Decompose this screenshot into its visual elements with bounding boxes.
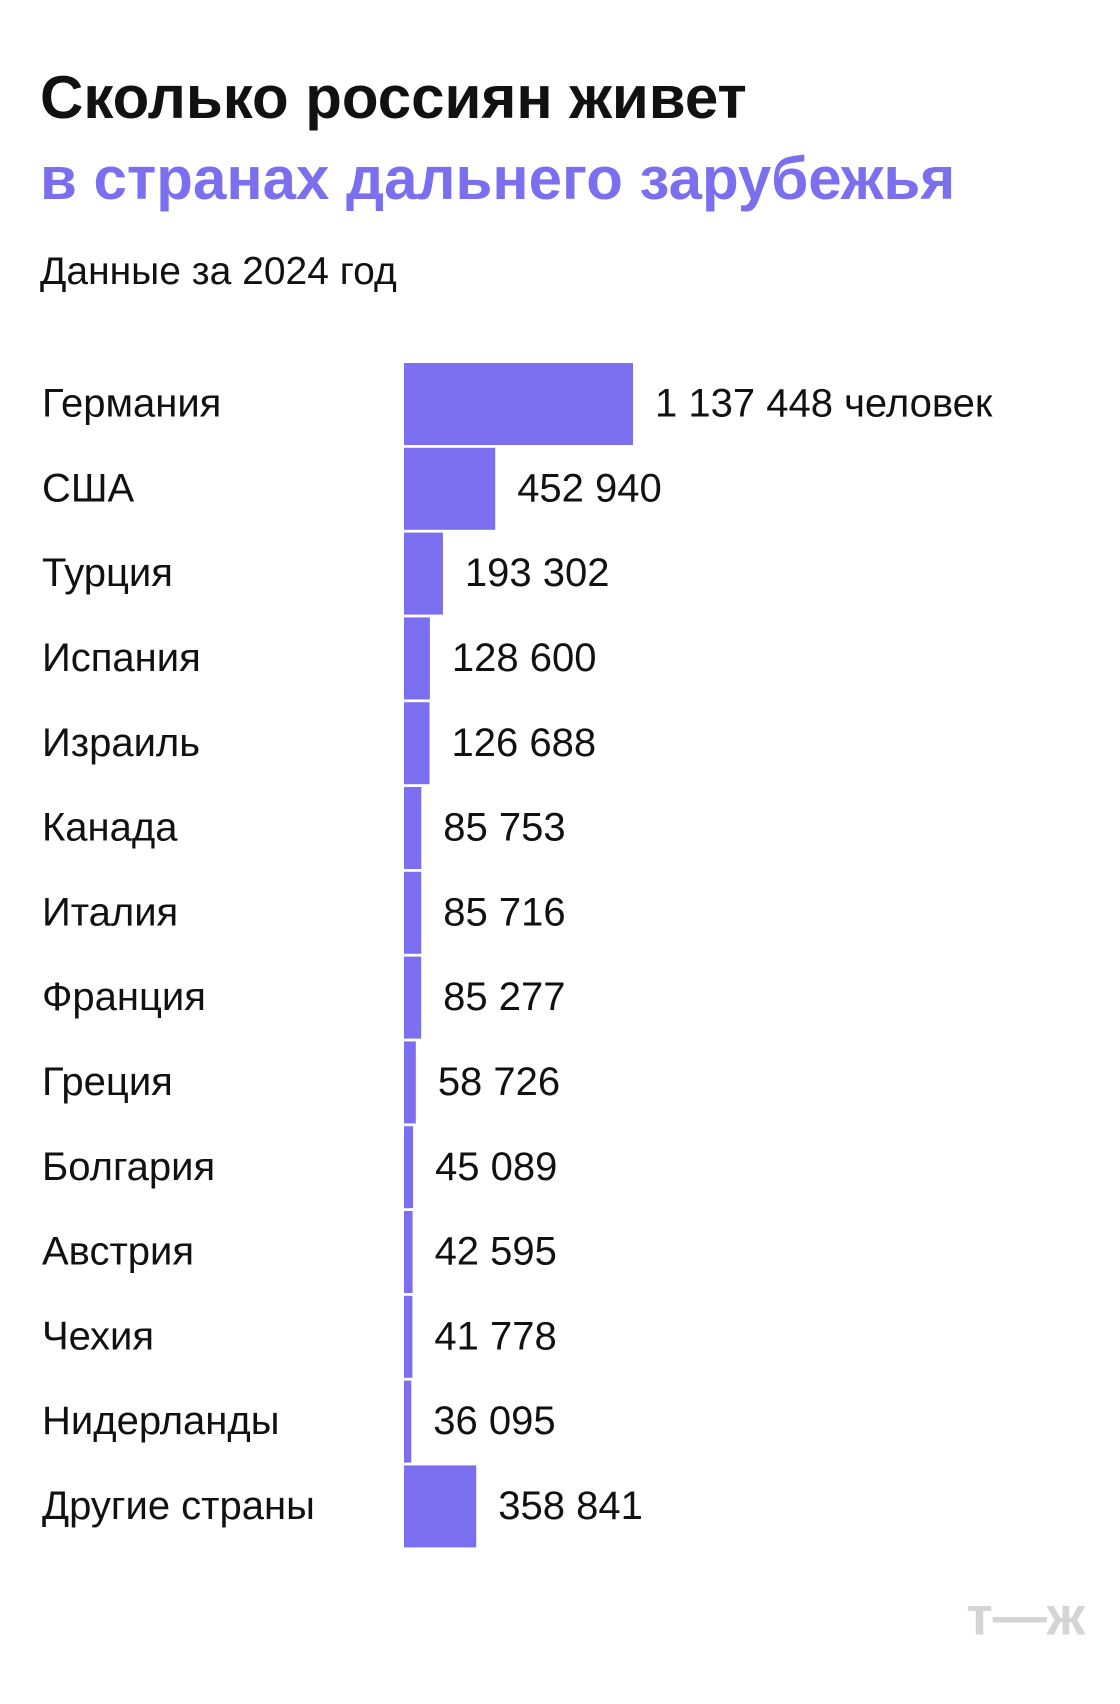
bar — [404, 447, 496, 530]
bar — [404, 617, 430, 700]
bar — [404, 1041, 416, 1124]
value-label: 58 726 — [438, 1060, 560, 1104]
bar — [404, 532, 443, 615]
bar — [404, 1380, 412, 1463]
category-label: Чехия — [42, 1314, 154, 1358]
chart-title-line2: в странах дальнего зарубежья — [40, 145, 955, 212]
chart-subtitle: Данные за 2024 год — [40, 250, 397, 293]
value-label: 85 277 — [443, 975, 565, 1019]
category-label: Франция — [42, 975, 206, 1019]
category-label: Нидерланды — [42, 1399, 279, 1443]
brand-logo: т—ж — [966, 1586, 1085, 1646]
category-label: Греция — [42, 1060, 173, 1104]
category-label: Испания — [42, 636, 201, 680]
category-label: Турция — [42, 551, 173, 595]
bar — [404, 1295, 413, 1378]
category-label: Другие страны — [42, 1484, 315, 1528]
value-label: 85 716 — [443, 890, 565, 934]
value-label: 41 778 — [434, 1314, 556, 1358]
bar — [404, 1465, 477, 1548]
value-label: 358 841 — [498, 1484, 643, 1528]
category-label: Италия — [42, 890, 178, 934]
value-label: 193 302 — [465, 551, 610, 595]
category-label: Болгария — [42, 1145, 215, 1189]
bar — [404, 1211, 413, 1293]
value-label: 45 089 — [435, 1145, 557, 1189]
value-label: 42 595 — [435, 1230, 557, 1274]
category-label: Канада — [42, 806, 178, 850]
value-label: 126 688 — [452, 721, 597, 765]
value-label: 36 095 — [433, 1399, 555, 1443]
chart-title: Сколько россиян живет — [40, 64, 747, 131]
category-label: Германия — [42, 382, 221, 426]
bar — [404, 363, 633, 445]
category-label: Австрия — [42, 1230, 194, 1274]
category-label: Израиль — [42, 721, 200, 765]
bar — [404, 956, 422, 1039]
category-label: США — [42, 466, 135, 510]
value-label: 1 137 448 человек — [655, 382, 993, 426]
bar — [404, 702, 430, 785]
value-label: 85 753 — [443, 806, 565, 850]
bar — [404, 871, 422, 954]
bar — [404, 787, 422, 869]
bar — [404, 1126, 414, 1209]
value-label: 452 940 — [517, 466, 662, 510]
value-label: 128 600 — [452, 636, 597, 680]
